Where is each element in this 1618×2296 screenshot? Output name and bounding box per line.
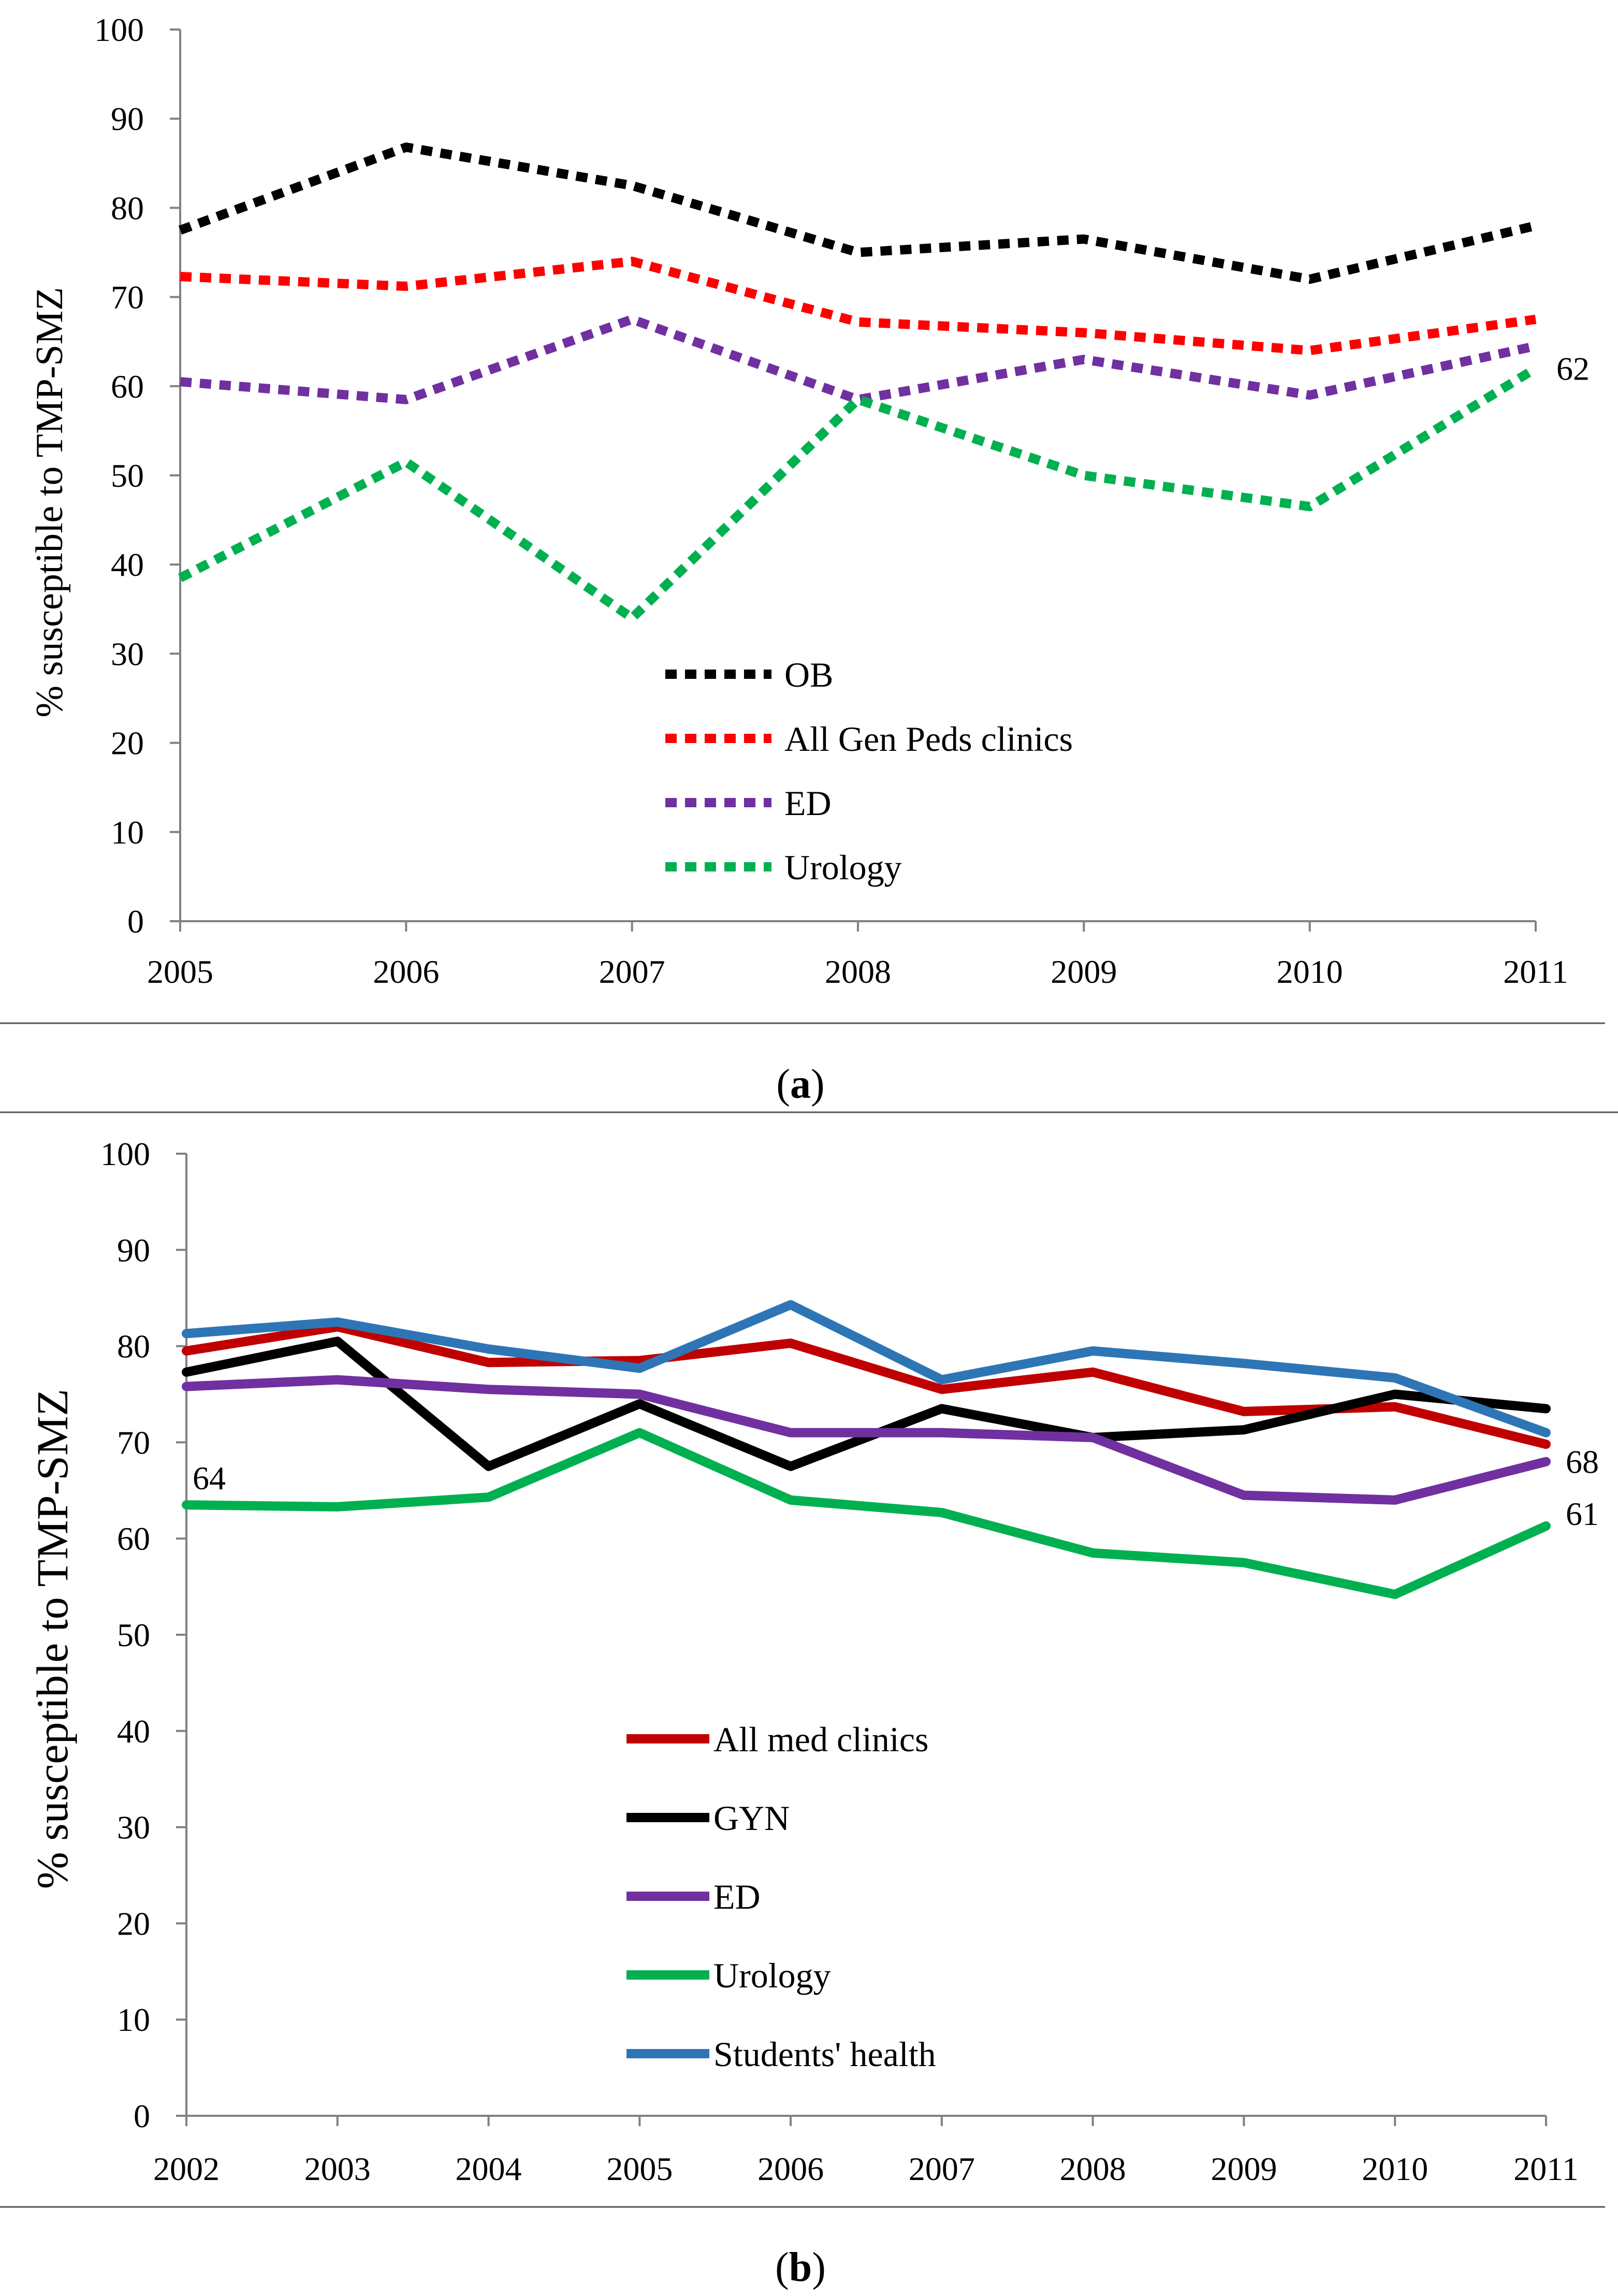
- panel-a-annotation-urology-2011: 62: [1556, 350, 1590, 387]
- panel-a-y-tick-label: 80: [111, 190, 144, 226]
- panel-a-y-tick-label: 50: [111, 457, 144, 494]
- panel-a-x-tick-label: 2009: [1051, 953, 1117, 990]
- panel-b-x-tick-label: 2010: [1362, 2150, 1428, 2187]
- panel-a-series: [178, 142, 1538, 623]
- panel-b-legend-label-urology: Urology: [713, 1956, 831, 1995]
- panel-a-y-tick-label: 70: [111, 279, 144, 316]
- panel-b-series-ed-line: [182, 1375, 1551, 1505]
- panel-b-legend-label-gyn: GYN: [713, 1798, 790, 1838]
- panel-b-series-gyn-line: [182, 1336, 1551, 1471]
- panel-b-x-tick-label: 2005: [606, 2150, 673, 2187]
- panel-b-y-tick-label: 80: [117, 1328, 150, 1365]
- panel-b-y-tick-label: 40: [117, 1713, 150, 1750]
- panel-b-axes: 0 10 20 30 40 50 60 70 80 90 100 2002 2003 2004 2005 20…: [100, 1136, 1579, 2187]
- panel-b-series: [182, 1300, 1551, 1599]
- panel-a-x-tick-label: 2007: [599, 953, 665, 990]
- panel-a-y-tick-label: 90: [111, 100, 144, 137]
- panel-b-annotation-urology-2002: 64: [193, 1460, 226, 1496]
- panel-a-x-tick-label: 2008: [825, 953, 891, 990]
- panel-a-caption: (a): [776, 1062, 824, 1107]
- panel-b-y-tick-label: 60: [117, 1520, 150, 1557]
- panel-a-y-axis-label: % susceptible to TMP-SMZ: [28, 287, 71, 717]
- panel-a-axes: 0 10 20 30 40 50 60 70 80 90 100 2005 2006 2007 2008 20…: [94, 11, 1568, 990]
- panel-a-x-tick-label: 2011: [1503, 953, 1568, 990]
- panel-a-x-tick-label: 2006: [373, 953, 439, 990]
- panel-a-legend-label-ob: OB: [784, 655, 833, 694]
- panel-a-series-ob-line: [178, 142, 1537, 284]
- panel-b-y-tick-label: 0: [134, 2098, 150, 2134]
- panel-b-caption: (b): [775, 2245, 826, 2290]
- panel-b-annotation-urology-2011: 61: [1566, 1495, 1599, 1532]
- panel-a-x-tick-label: 2005: [147, 953, 213, 990]
- panel-b-x-tick-label: 2007: [909, 2150, 975, 2187]
- panel-a-y-tick-label: 10: [111, 814, 144, 851]
- panel-b-x-tick-label: 2008: [1060, 2150, 1126, 2187]
- panel-a-y-tick-label: 100: [94, 11, 144, 48]
- panel-b-y-tick-label: 20: [117, 1905, 150, 1942]
- panel-b-x-tick-label: 2011: [1513, 2150, 1579, 2187]
- panel-b-y-tick-label: 10: [117, 2001, 150, 2038]
- panel-a-x-tick-label: 2010: [1277, 953, 1343, 990]
- panel-a-legend-label-ed: ED: [784, 783, 832, 823]
- panel-b-y-tick-label: 90: [117, 1232, 150, 1269]
- panel-a-series-ed-line: [180, 314, 1537, 404]
- panel-b-series-urology-line: [182, 1428, 1551, 1599]
- panel-a-legend-label-urology: Urology: [784, 848, 902, 887]
- panel-a-legend-label-all-gen-peds-clinics: All Gen Peds clinics: [784, 719, 1073, 759]
- panel-a-legend: OB All Gen Peds clinics ED Urology: [665, 655, 1073, 887]
- panel-b-legend-label-all-med-clinics: All med clinics: [713, 1720, 928, 1759]
- panel-a-y-tick-label: 30: [111, 635, 144, 672]
- panel-b-series-students-health-line: [182, 1300, 1551, 1437]
- panel-a-y-tick-label: 60: [111, 368, 144, 405]
- panel-a-chart: 0 10 20 30 40 50 60 70 80 90 100 2005 2006 2007 2008 20…: [28, 11, 1590, 990]
- panel-a-series-urology-line: [178, 364, 1538, 623]
- panel-b-legend-label-students-health: Students' health: [713, 2035, 936, 2074]
- panel-b-legend: All med clinics GYN ED Urology Students' hea…: [626, 1720, 936, 2074]
- panel-b-x-tick-label: 2002: [153, 2150, 220, 2187]
- panel-b-annotation-ed-2011: 68: [1566, 1444, 1599, 1480]
- panel-a-y-tick-label: 40: [111, 546, 144, 583]
- panel-a-series-all-gen-peds-clinics-line: [180, 256, 1537, 355]
- panel-b-y-axis-label: % susceptible to TMP-SMZ: [27, 1389, 77, 1889]
- panel-b-x-tick-label: 2003: [304, 2150, 371, 2187]
- panel-b-x-tick-label: 2006: [757, 2150, 824, 2187]
- panel-b-y-tick-label: 70: [117, 1424, 150, 1461]
- panel-b-x-tick-label: 2004: [456, 2150, 522, 2187]
- panel-b-y-tick-label: 100: [100, 1136, 150, 1172]
- panel-b-y-tick-label: 30: [117, 1809, 150, 1846]
- panel-b-legend-label-ed: ED: [713, 1877, 761, 1916]
- panel-b-y-tick-label: 50: [117, 1617, 150, 1653]
- panel-b-chart: 0 10 20 30 40 50 60 70 80 90 100 2002 2003 2004 2005 20…: [27, 1136, 1599, 2187]
- panel-b-x-tick-label: 2009: [1211, 2150, 1277, 2187]
- panel-a-y-tick-label: 20: [111, 725, 144, 762]
- panel-a-y-tick-label: 0: [127, 903, 144, 940]
